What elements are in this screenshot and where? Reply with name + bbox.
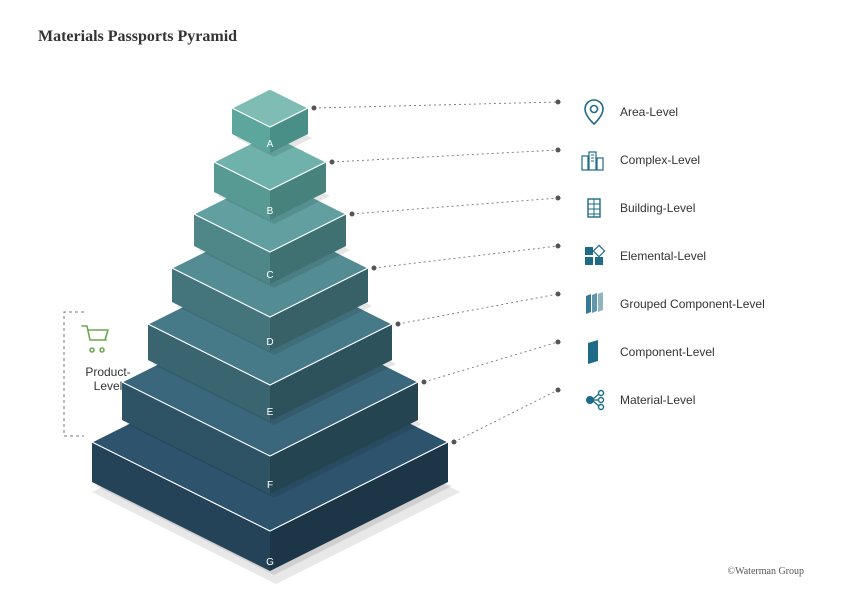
connector-G: [454, 390, 558, 442]
level-letter-D: D: [266, 337, 273, 348]
legend-label: Grouped Component-Level: [620, 297, 765, 311]
panel-icon: [580, 338, 608, 366]
level-letter-F: F: [267, 480, 273, 491]
connector-dot-end-C: [556, 196, 561, 201]
connector-B: [332, 150, 558, 162]
connector-dot-start-A: [312, 106, 317, 111]
connector-dot-end-D: [556, 244, 561, 249]
legend-row-C: Building-Level: [580, 184, 765, 232]
legend-row-D: Elemental-Level: [580, 232, 765, 280]
connector-dot-end-A: [556, 100, 561, 105]
legend-label: Complex-Level: [620, 153, 700, 167]
legend-row-B: Complex-Level: [580, 136, 765, 184]
legend-row-E: Grouped Component-Level: [580, 280, 765, 328]
connector-dot-start-F: [422, 380, 427, 385]
legend-label: Material-Level: [620, 393, 695, 407]
cart-icon: [82, 326, 108, 352]
legend: Area-Level Complex-Level Building-Level Ele…: [580, 88, 765, 424]
connector-dot-end-B: [556, 148, 561, 153]
connector-C: [352, 198, 558, 214]
connector-dot-end-G: [556, 388, 561, 393]
connector-dot-end-F: [556, 340, 561, 345]
connector-dot-start-D: [372, 266, 377, 271]
legend-label: Building-Level: [620, 201, 695, 215]
level-letter-C: C: [266, 270, 273, 281]
legend-row-F: Component-Level: [580, 328, 765, 376]
squares-icon: [580, 242, 608, 270]
legend-row-A: Area-Level: [580, 88, 765, 136]
connector-A: [314, 102, 558, 108]
legend-label: Component-Level: [620, 345, 715, 359]
connector-dot-start-B: [330, 160, 335, 165]
product-level-label: Product- Level: [78, 365, 138, 393]
connector-dot-start-G: [452, 440, 457, 445]
panels-icon: [580, 290, 608, 318]
building-icon: [580, 194, 608, 222]
atom-icon: [580, 386, 608, 414]
connector-dot-start-E: [396, 322, 401, 327]
complex-icon: [580, 146, 608, 174]
connector-D: [374, 246, 558, 268]
legend-label: Elemental-Level: [620, 249, 706, 263]
connector-F: [424, 342, 558, 382]
legend-label: Area-Level: [620, 105, 678, 119]
level-letter-B: B: [267, 206, 274, 217]
pin-icon: [580, 98, 608, 126]
legend-row-G: Material-Level: [580, 376, 765, 424]
connector-E: [398, 294, 558, 324]
level-letter-G: G: [266, 557, 274, 568]
level-letter-A: A: [267, 139, 274, 150]
connector-dot-start-C: [350, 212, 355, 217]
connector-dot-end-E: [556, 292, 561, 297]
level-letter-E: E: [267, 407, 274, 418]
